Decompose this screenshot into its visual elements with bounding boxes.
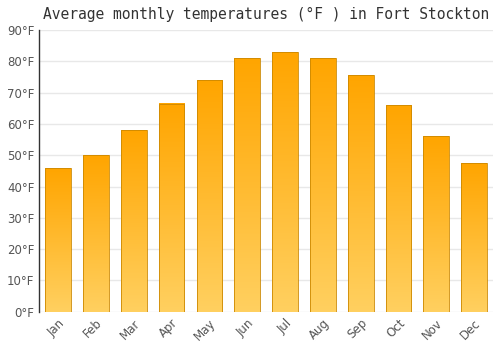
Title: Average monthly temperatures (°F ) in Fort Stockton: Average monthly temperatures (°F ) in Fo… xyxy=(43,7,489,22)
Bar xyxy=(121,130,146,312)
Bar xyxy=(158,104,184,312)
Bar xyxy=(310,58,336,312)
Bar xyxy=(424,136,449,312)
Bar xyxy=(462,163,487,312)
Bar xyxy=(348,76,374,312)
Bar xyxy=(196,80,222,312)
Bar xyxy=(45,168,71,312)
Bar xyxy=(83,155,109,312)
Bar xyxy=(386,105,411,312)
Bar xyxy=(234,58,260,312)
Bar xyxy=(272,52,298,312)
